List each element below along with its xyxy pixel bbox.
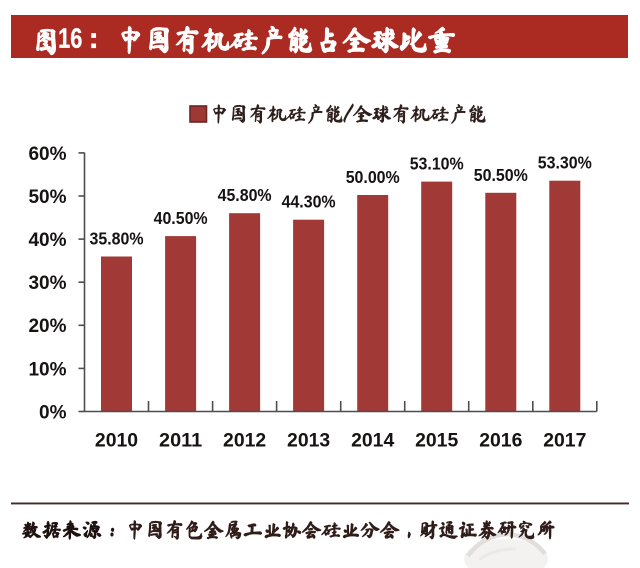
svg-text:53.10%: 53.10% [410, 154, 464, 174]
svg-text:50.00%: 50.00% [346, 167, 400, 187]
svg-text:10%: 10% [28, 359, 66, 380]
svg-text:30%: 30% [28, 273, 66, 294]
svg-text:2012: 2012 [223, 430, 266, 451]
svg-text:2016: 2016 [479, 430, 522, 451]
svg-text:40%: 40% [28, 230, 66, 251]
svg-text:2017: 2017 [543, 430, 586, 451]
svg-text:20%: 20% [28, 316, 66, 337]
svg-text:0%: 0% [39, 402, 67, 423]
svg-text:50.50%: 50.50% [474, 165, 528, 185]
svg-text:40.50%: 40.50% [154, 208, 208, 228]
svg-text:35.80%: 35.80% [90, 229, 144, 249]
svg-text:2011: 2011 [159, 430, 203, 451]
svg-text:2014: 2014 [351, 430, 395, 451]
svg-text:2013: 2013 [287, 430, 330, 451]
svg-text:44.30%: 44.30% [282, 192, 336, 212]
svg-text:45.80%: 45.80% [218, 185, 272, 205]
svg-text:2010: 2010 [95, 430, 138, 451]
svg-text:50%: 50% [28, 187, 66, 208]
svg-text:2015: 2015 [415, 430, 459, 451]
svg-text:53.30%: 53.30% [538, 153, 592, 173]
svg-text:60%: 60% [28, 144, 66, 165]
